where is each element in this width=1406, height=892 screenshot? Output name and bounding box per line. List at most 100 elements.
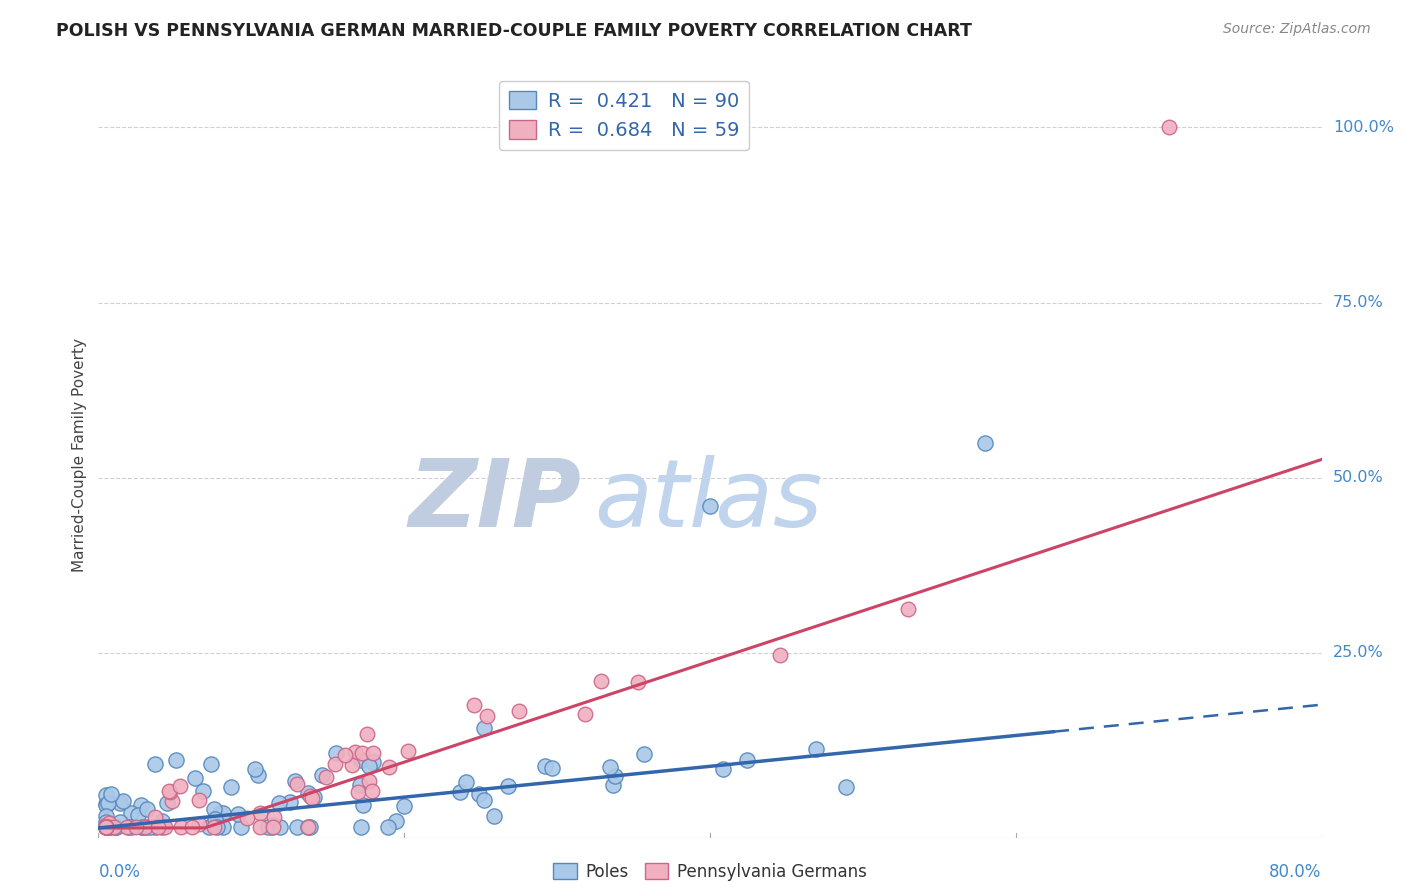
Point <box>350 753 373 767</box>
Point <box>359 773 381 788</box>
Point <box>94 815 117 830</box>
Point <box>246 768 269 782</box>
Point <box>349 820 371 834</box>
Point <box>219 780 242 795</box>
Point <box>472 793 495 807</box>
Point <box>212 820 235 834</box>
Text: 100.0%: 100.0% <box>1333 120 1393 135</box>
Point <box>96 820 118 834</box>
Point <box>285 820 308 834</box>
Point <box>301 790 323 805</box>
Point <box>325 746 347 760</box>
Point <box>377 820 399 834</box>
Point <box>153 820 176 834</box>
Y-axis label: Married-Couple Family Poverty: Married-Couple Family Poverty <box>72 338 87 572</box>
Point <box>120 820 142 834</box>
Point <box>211 806 233 821</box>
Point <box>150 814 173 828</box>
Point <box>352 746 374 760</box>
Point <box>297 820 319 834</box>
Point <box>98 820 121 834</box>
Point <box>94 820 117 834</box>
Point <box>103 820 125 834</box>
Point <box>143 810 166 824</box>
Point <box>183 771 205 785</box>
Point <box>125 820 148 834</box>
Point <box>361 756 384 770</box>
Point <box>482 809 505 823</box>
Point <box>323 756 346 771</box>
Point <box>699 499 721 513</box>
Point <box>148 820 170 834</box>
Point <box>297 820 319 834</box>
Point <box>361 784 384 798</box>
Point <box>735 753 758 767</box>
Point <box>533 758 555 772</box>
Text: 75.0%: 75.0% <box>1333 295 1384 310</box>
Point <box>97 815 120 830</box>
Point <box>385 814 408 829</box>
Text: Source: ZipAtlas.com: Source: ZipAtlas.com <box>1223 22 1371 37</box>
Point <box>202 802 225 816</box>
Point <box>143 756 166 771</box>
Point <box>496 779 519 793</box>
Point <box>315 771 337 785</box>
Point <box>283 774 305 789</box>
Point <box>298 789 321 804</box>
Point <box>94 820 117 834</box>
Point <box>143 820 166 834</box>
Point <box>197 820 219 834</box>
Point <box>139 820 162 834</box>
Point <box>134 820 156 834</box>
Text: 0.0%: 0.0% <box>98 863 141 881</box>
Point <box>352 797 374 812</box>
Point <box>100 820 122 834</box>
Point <box>627 675 650 690</box>
Point <box>472 721 495 735</box>
Text: atlas: atlas <box>593 456 823 547</box>
Point <box>602 778 624 792</box>
Point <box>155 797 177 811</box>
Point <box>599 760 621 774</box>
Point <box>108 796 131 810</box>
Point <box>97 796 120 810</box>
Point <box>769 648 792 662</box>
Point <box>94 820 117 834</box>
Point <box>160 794 183 808</box>
Point <box>188 792 211 806</box>
Point <box>131 820 153 834</box>
Point <box>131 820 153 834</box>
Point <box>591 674 613 689</box>
Point <box>94 820 117 834</box>
Point <box>94 797 117 812</box>
Point <box>711 762 734 776</box>
Point <box>278 795 301 809</box>
Point <box>302 790 325 805</box>
Point <box>340 757 363 772</box>
Point <box>236 811 259 825</box>
Point <box>299 820 322 834</box>
Point <box>136 801 159 815</box>
Point <box>297 786 319 800</box>
Text: 80.0%: 80.0% <box>1270 863 1322 881</box>
Point <box>262 818 284 832</box>
Point <box>267 797 290 811</box>
Point <box>150 820 173 834</box>
Point <box>157 784 180 798</box>
Point <box>94 820 117 834</box>
Point <box>377 760 399 774</box>
Point <box>454 775 477 789</box>
Point <box>96 820 118 834</box>
Point <box>98 820 121 834</box>
Point <box>974 435 997 450</box>
Point <box>94 820 117 834</box>
Point <box>508 704 530 718</box>
Point <box>226 806 249 821</box>
Text: POLISH VS PENNSYLVANIA GERMAN MARRIED-COUPLE FAMILY POVERTY CORRELATION CHART: POLISH VS PENNSYLVANIA GERMAN MARRIED-CO… <box>56 22 972 40</box>
Point <box>344 745 367 759</box>
Point <box>394 799 416 814</box>
Point <box>245 762 267 776</box>
Point <box>285 777 308 791</box>
Point <box>104 820 127 834</box>
Point <box>94 820 117 834</box>
